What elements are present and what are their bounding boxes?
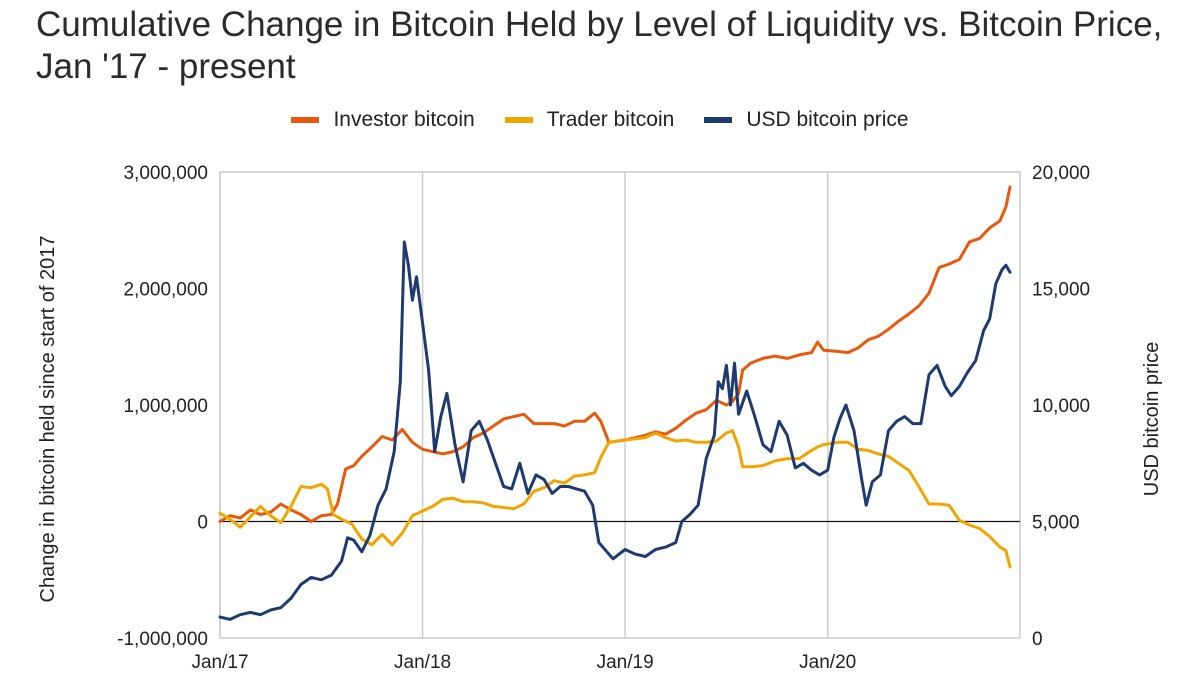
series-line-usd-bitcoin-price [218,240,1012,621]
legend-label-investor: Investor bitcoin [333,108,475,131]
chart-title: Cumulative Change in Bitcoin Held by Lev… [36,5,1163,86]
y-tick-left-1: 2,000,000 [123,280,208,301]
y-tick-left-2: 1,000,000 [123,396,208,417]
y-tick-left-0: 3,000,000 [123,163,208,184]
y-tick-right-1: 15,000 [1032,280,1090,301]
y-tick-right-2: 10,000 [1032,396,1090,417]
legend-label-trader: Trader bitcoin [546,108,675,131]
chart-legend: Investor bitcoin Trader bitcoin USD bitc… [0,108,1200,132]
series-line-investor-bitcoin [218,185,1012,523]
x-tick-1: Jan/18 [394,652,451,673]
y-tick-right-4: 0 [1032,629,1043,650]
x-tick-0: Jan/17 [191,652,248,673]
y-tick-right-3: 5,000 [1032,513,1080,534]
y-tick-left-3: 0 [197,513,208,534]
legend-item-investor: Investor bitcoin [291,108,475,132]
y-tick-right-0: 20,000 [1032,163,1090,184]
legend-item-price: USD bitcoin price [704,108,909,132]
y-tick-left-4: -1,000,000 [117,629,208,650]
y-axis-title-right: USD bitcoin price [1141,342,1163,497]
legend-item-trader: Trader bitcoin [504,108,675,132]
x-tick-2: Jan/19 [597,652,654,673]
y-axis-title-left: Change in bitcoin held since start of 20… [37,236,59,603]
legend-swatch-price [704,117,733,123]
legend-swatch-investor [291,117,320,123]
legend-swatch-trader [504,117,533,123]
x-tick-3: Jan/20 [799,652,856,673]
legend-label-price: USD bitcoin price [746,108,909,131]
